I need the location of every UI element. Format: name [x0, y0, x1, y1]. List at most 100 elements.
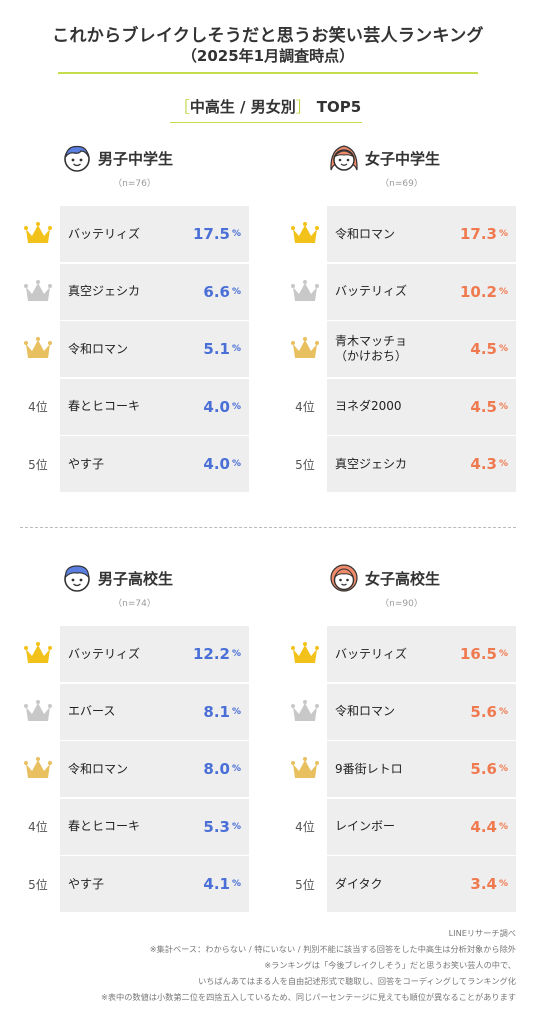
- comedian-name: バッテリィズ: [68, 226, 141, 241]
- ranking-row: 青木マッチョ （かけおち） 4.5%: [287, 321, 516, 378]
- comedian-name: レインボー: [335, 819, 396, 833]
- value-unit: %: [231, 879, 241, 889]
- title-underline: [58, 72, 478, 74]
- value-unit: %: [498, 821, 508, 832]
- ranking-row: バッテリィズ 10.2%: [287, 263, 516, 321]
- section-divider: [20, 527, 516, 528]
- value-number: 3.4: [470, 875, 497, 893]
- page-title: これからブレイクしそうだと思うお笑い芸人ランキング: [52, 26, 484, 46]
- girl-face-icon: [329, 143, 359, 173]
- ranking-cell: 令和ロマン 8.0%: [60, 741, 249, 797]
- ranking-row: 4位 レインボー 4.4%: [287, 798, 516, 856]
- footnote-rounding: ※表中の数値は小数第二位を四捨五入しているため、同じパーセンテージに見えても順位…: [100, 992, 516, 1002]
- percentage-value: 16.5%: [460, 626, 508, 682]
- ranking-cell: 令和ロマン 5.1%: [60, 321, 249, 377]
- value-number: 4.3: [470, 455, 497, 473]
- value-unit: %: [498, 764, 508, 774]
- value-unit: %: [498, 706, 508, 717]
- value-unit: %: [231, 706, 241, 717]
- percentage-value: 4.5%: [470, 379, 508, 435]
- ranking-row: 令和ロマン 8.0%: [20, 741, 249, 798]
- percentage-value: 4.4%: [470, 799, 508, 855]
- ranking-row: 真空ジェシカ 6.6%: [20, 263, 249, 321]
- ranking-cell: バッテリィズ 16.5%: [327, 626, 516, 682]
- ranking-row: 4位 春とヒコーキ 5.3%: [20, 798, 249, 856]
- ranking-cell: 青木マッチョ （かけおち） 4.5%: [327, 321, 516, 377]
- crown-icon-rank-2: [287, 684, 323, 740]
- comedian-name: バッテリィズ: [335, 284, 408, 298]
- value-number: 4.1: [203, 875, 230, 893]
- ranking-row: 9番街レトロ 5.6%: [287, 741, 516, 798]
- rank-label: 4位: [28, 820, 48, 834]
- comedian-name: 真空ジェシカ: [68, 284, 141, 298]
- panel-header: 女子中学生 （n=69）: [287, 143, 516, 189]
- ranking-cell: 令和ロマン 5.6%: [327, 683, 516, 740]
- ranking-row: バッテリィズ 16.5%: [287, 626, 516, 683]
- footnote-method-2: いちばんあてはまる人を自由記述形式で聴取し、回答をコーディングしてランキング化: [198, 976, 516, 986]
- value-number: 6.6: [203, 282, 230, 301]
- ranking-row: 令和ロマン 5.1%: [20, 321, 249, 378]
- ranking-cell: バッテリィズ 10.2%: [327, 263, 516, 320]
- ranking-row: バッテリィズ 17.5%: [20, 206, 249, 263]
- ranking-cell: ヨネダ2000 4.5%: [327, 378, 516, 435]
- comedian-name: 真空ジェシカ: [335, 456, 408, 471]
- value-number: 5.1: [203, 340, 230, 358]
- percentage-value: 5.1%: [203, 321, 241, 377]
- ranking-cell: バッテリィズ 17.5%: [60, 206, 249, 262]
- value-number: 17.3: [459, 225, 497, 243]
- value-number: 4.0: [203, 455, 230, 473]
- value-number: 10.2: [459, 282, 497, 301]
- ranking-cell: 真空ジェシカ 4.3%: [327, 436, 516, 492]
- ranking-row: 令和ロマン 5.6%: [287, 683, 516, 741]
- value-unit: %: [231, 344, 241, 354]
- rank-label: 5位: [295, 457, 315, 472]
- comedian-name: エバース: [68, 704, 116, 718]
- crown-icon-rank-1: [20, 626, 56, 682]
- panel-header: 男子高校生 （n=74）: [20, 563, 249, 609]
- comedian-name: バッテリィズ: [335, 646, 408, 661]
- footnote-base: ※集計ベース：わからない / 特にいない / 判別不能に該当する回答をした中高生…: [149, 944, 516, 954]
- value-unit: %: [498, 401, 508, 412]
- crown-icon-rank-3: [20, 321, 56, 377]
- value-unit: %: [498, 344, 508, 354]
- section-heading: ［中高生 / 男女別］ TOP5: [0, 96, 536, 117]
- value-unit: %: [498, 649, 508, 659]
- percentage-value: 17.3%: [460, 206, 508, 262]
- value-unit: %: [498, 286, 508, 297]
- panel-header: 女子高校生 （n=90）: [287, 563, 516, 609]
- value-number: 4.5: [470, 340, 497, 358]
- ranking-cell: 9番街レトロ 5.6%: [327, 741, 516, 797]
- value-unit: %: [231, 229, 241, 239]
- crown-icon-rank-1: [287, 206, 323, 262]
- ranking-cell: 令和ロマン 17.3%: [327, 206, 516, 262]
- comedian-name: やす子: [68, 876, 105, 891]
- comedian-name: ダイタク: [335, 876, 383, 891]
- sample-size: （n=74）: [113, 599, 156, 609]
- panel-title: 女子中学生: [365, 150, 441, 168]
- value-number: 12.2: [192, 645, 230, 663]
- value-number: 4.0: [203, 397, 230, 416]
- percentage-value: 17.5%: [193, 206, 241, 262]
- ranking-row: 令和ロマン 17.3%: [287, 206, 516, 263]
- rank-label: 4位: [295, 400, 315, 414]
- value-unit: %: [231, 764, 241, 774]
- crown-icon-rank-2: [287, 264, 323, 320]
- value-number: 4.4: [470, 817, 497, 836]
- rank-label: 4位: [28, 400, 48, 414]
- ranking-row: エバース 8.1%: [20, 683, 249, 741]
- ranking-row: バッテリィズ 12.2%: [20, 626, 249, 683]
- crown-icon-rank-1: [287, 626, 323, 682]
- comedian-name: やす子: [68, 456, 105, 471]
- comedian-name: 令和ロマン: [335, 226, 396, 241]
- ranking-cell: ダイタク 3.4%: [327, 856, 516, 912]
- rank-label: 5位: [28, 877, 48, 892]
- panel-title: 男子高校生: [98, 570, 174, 588]
- sample-size: （n=76）: [113, 179, 156, 189]
- footnotes: LINEリサーチ調べ ※集計ベース：わからない / 特にいない / 判別不能に該…: [101, 925, 516, 1005]
- section-heading-top5: TOP5: [316, 98, 362, 116]
- ranking-row: 4位 春とヒコーキ 4.0%: [20, 378, 249, 436]
- ranking-cell: やす子 4.0%: [60, 436, 249, 492]
- value-unit: %: [498, 879, 508, 889]
- comedian-name: ヨネダ2000: [335, 399, 402, 413]
- crown-icon-rank-1: [20, 206, 56, 262]
